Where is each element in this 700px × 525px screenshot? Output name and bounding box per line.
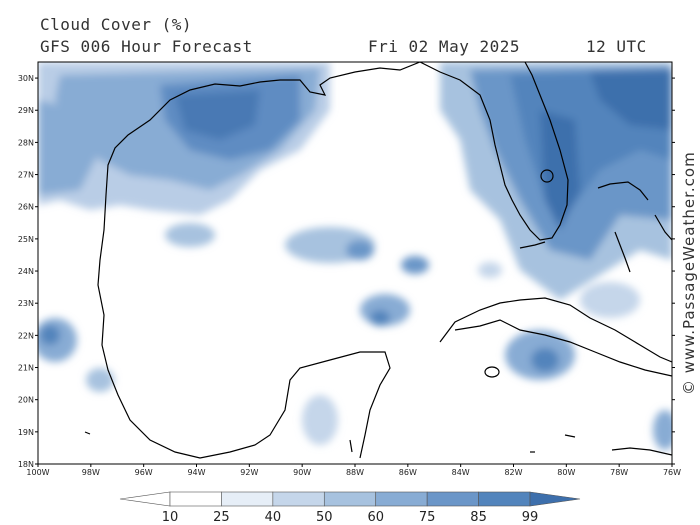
forecast-date: Fri 02 May 2025 (368, 37, 520, 56)
site-credit: © www.PassageWeather.com (680, 151, 698, 395)
lat-tick-label: 29N (18, 106, 34, 115)
colorbar-label: 85 (470, 510, 487, 525)
lon-tick-label: 90W (293, 468, 311, 477)
lon-tick-label: 76W (663, 468, 681, 477)
lon-tick-label: 78W (610, 468, 628, 477)
colorbar-label: 99 (522, 510, 539, 525)
lon-tick-label: 98W (82, 468, 100, 477)
colorbar-label: 25 (213, 510, 230, 525)
lat-tick-label: 21N (18, 364, 34, 373)
colorbar-min-tip (119, 491, 171, 507)
forecast-time: 12 UTC (586, 37, 647, 56)
coastlines (84, 62, 672, 459)
axis-ticks: 18N 19N 20N 21N 22N 23N 24N 25N 26N 27N 28N 29N 30N 1… (18, 74, 681, 477)
colorbar-segment (221, 491, 274, 507)
colorbar-segment (169, 491, 222, 507)
lon-tick-label: 100W (26, 468, 49, 477)
colorbar-segment (375, 491, 428, 507)
lon-tick-label: 92W (240, 468, 258, 477)
colorbar-segment (272, 491, 325, 507)
lat-tick-label: 26N (18, 203, 34, 212)
lon-tick-label: 86W (399, 468, 417, 477)
lat-tick-label: 19N (18, 428, 34, 437)
lat-tick-label: 25N (18, 235, 34, 244)
lon-tick-label: 94W (187, 468, 205, 477)
lat-tick-label: 22N (18, 331, 34, 340)
lon-tick-label: 88W (346, 468, 364, 477)
colorbar-label: 75 (419, 510, 436, 525)
lat-tick-label: 23N (18, 299, 34, 308)
lon-tick-label: 82W (504, 468, 522, 477)
lat-tick-label: 18N (18, 460, 34, 469)
lon-tick-label: 84W (452, 468, 470, 477)
colorbar-segment (426, 491, 479, 507)
colorbar-segment (478, 491, 531, 507)
colorbar-label: 40 (265, 510, 282, 525)
lat-tick-label: 30N (18, 74, 34, 83)
lon-tick-label: 80W (557, 468, 575, 477)
lon-tick-label: 96W (135, 468, 153, 477)
colorbar-max-tip (529, 491, 581, 507)
cloud-field (38, 62, 672, 464)
lat-tick-label: 28N (18, 138, 34, 147)
lat-tick-label: 20N (18, 396, 34, 405)
colorbar-label: 50 (316, 510, 333, 525)
lat-tick-label: 27N (18, 171, 34, 180)
map-title: Cloud Cover (%) (40, 15, 192, 34)
colorbar-legend: 10 25 40 50 60 75 85 99 (119, 491, 581, 525)
colorbar-segment (323, 491, 377, 507)
lat-tick-label: 24N (18, 267, 34, 276)
forecast-model: GFS 006 Hour Forecast (40, 37, 253, 56)
colorbar-label: 60 (367, 510, 384, 525)
colorbar-label: 10 (162, 510, 179, 525)
